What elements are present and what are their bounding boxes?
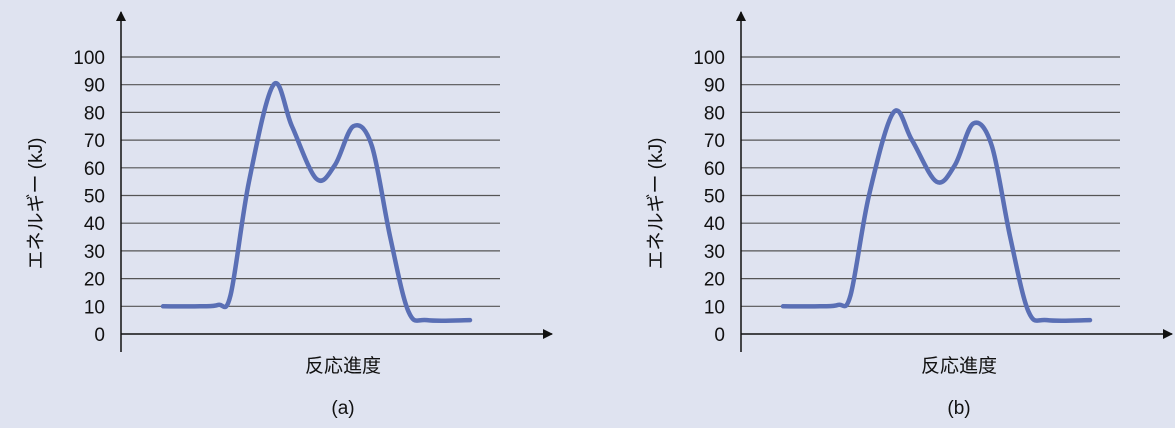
y-tick-label: 20 bbox=[84, 270, 105, 291]
panel-label: (b) bbox=[947, 398, 970, 419]
y-tick-label: 60 bbox=[704, 159, 725, 180]
x-axis-label: 反応進度 bbox=[305, 355, 381, 377]
y-tick-label: 40 bbox=[84, 214, 105, 235]
y-tick-label: 50 bbox=[84, 187, 105, 208]
y-tick-label: 70 bbox=[704, 131, 725, 152]
energy-curve bbox=[780, 108, 1093, 324]
y-tick-label: 80 bbox=[704, 103, 725, 124]
y-tick-label: 90 bbox=[84, 76, 105, 97]
energy-curve bbox=[160, 80, 473, 324]
chart-panel-a: 0 10 20 30 40 50 60 70 80 90 100 エネルギー (kJ) 反応進度 (a) bbox=[25, 11, 553, 419]
y-tick-label: 0 bbox=[714, 325, 725, 346]
y-tick-label: 20 bbox=[704, 270, 725, 291]
y-tick-label: 100 bbox=[73, 48, 105, 69]
y-axis-label: エネルギー (kJ) bbox=[25, 138, 47, 270]
y-tick-label: 90 bbox=[704, 76, 725, 97]
y-tick-label: 30 bbox=[704, 242, 725, 263]
panel-label: (a) bbox=[331, 398, 354, 419]
y-tick-label: 80 bbox=[84, 103, 105, 124]
y-axis-label: エネルギー (kJ) bbox=[645, 138, 667, 270]
y-tick-label: 10 bbox=[84, 297, 105, 318]
chart-panel-b: 0 10 20 30 40 50 60 70 80 90 100 エネルギー (kJ) 反応進度 (b) bbox=[645, 11, 1173, 419]
y-tick-label: 30 bbox=[84, 242, 105, 263]
y-tick-label: 50 bbox=[704, 187, 725, 208]
y-tick-label: 10 bbox=[704, 297, 725, 318]
x-axis-label: 反応進度 bbox=[921, 355, 997, 377]
y-tick-label: 0 bbox=[94, 325, 105, 346]
y-tick-label: 60 bbox=[84, 159, 105, 180]
y-tick-label: 100 bbox=[693, 48, 725, 69]
y-tick-label: 70 bbox=[84, 131, 105, 152]
y-tick-label: 40 bbox=[704, 214, 725, 235]
